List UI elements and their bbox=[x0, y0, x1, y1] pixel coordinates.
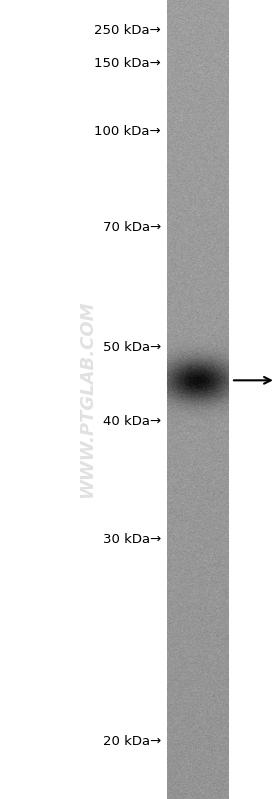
Text: 100 kDa→: 100 kDa→ bbox=[94, 125, 161, 138]
Text: 70 kDa→: 70 kDa→ bbox=[103, 221, 161, 234]
Text: 30 kDa→: 30 kDa→ bbox=[103, 533, 161, 546]
Text: WWW.PTGLAB.COM: WWW.PTGLAB.COM bbox=[78, 300, 96, 499]
Text: 250 kDa→: 250 kDa→ bbox=[94, 24, 161, 37]
Text: 20 kDa→: 20 kDa→ bbox=[103, 735, 161, 748]
Text: 40 kDa→: 40 kDa→ bbox=[103, 415, 161, 428]
Text: 150 kDa→: 150 kDa→ bbox=[94, 58, 161, 70]
Text: 50 kDa→: 50 kDa→ bbox=[103, 341, 161, 354]
